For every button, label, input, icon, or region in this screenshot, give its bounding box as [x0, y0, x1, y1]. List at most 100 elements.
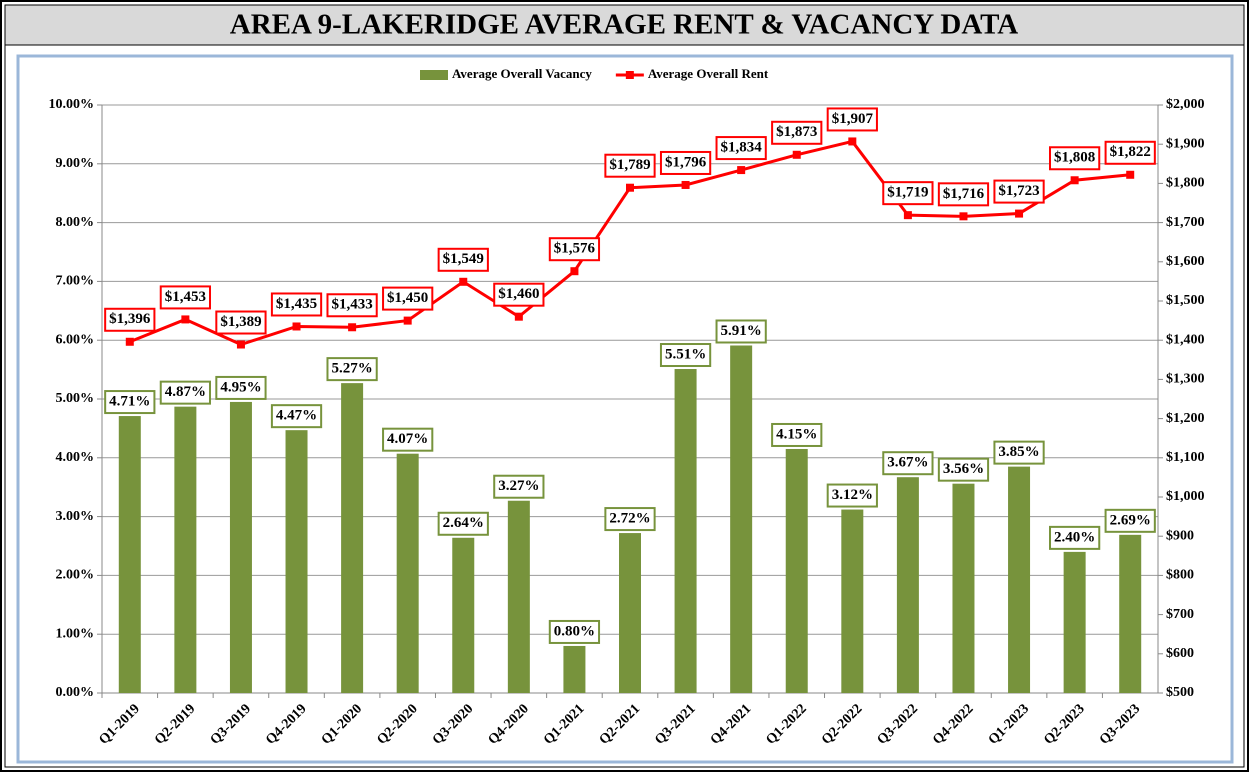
data-label: $1,873: [776, 124, 817, 140]
data-label: $1,450: [387, 290, 428, 306]
bar: [229, 401, 252, 693]
data-label-box: [326, 357, 378, 382]
marker: [459, 277, 468, 286]
data-label-box: [382, 427, 434, 452]
data-label: 2.72%: [609, 511, 650, 527]
data-label-box: [882, 451, 934, 476]
chart-title: AREA 9-LAKERIDGE AVERAGE RENT & VACANCY …: [230, 9, 1019, 41]
marker: [181, 315, 190, 324]
y2-tick-label: $900: [1166, 528, 1194, 543]
legend-label: Average Overall Vacancy: [452, 66, 592, 81]
data-label-group: 3.85%: [993, 440, 1045, 465]
bar: [285, 430, 308, 693]
data-label-box: [159, 285, 211, 310]
data-label-group: 5.51%: [659, 343, 712, 368]
data-label: 2.64%: [443, 515, 484, 531]
bar: [674, 369, 697, 693]
data-label: 3.12%: [832, 487, 873, 503]
data-label-group: $1,716: [937, 182, 990, 207]
bar: [174, 406, 197, 693]
bar: [952, 483, 975, 693]
data-label: $1,723: [998, 183, 1039, 199]
y2-tick-label: $1,500: [1166, 293, 1205, 308]
data-label-group: 2.64%: [437, 511, 489, 536]
data-label: 3.67%: [887, 455, 928, 471]
y2-tick-label: $1,900: [1166, 136, 1205, 151]
legend-swatch: [420, 70, 448, 80]
data-label-box: [771, 120, 823, 145]
data-label-box: [1104, 508, 1156, 533]
title-bar: [4, 4, 1245, 46]
data-label-box: [437, 247, 489, 272]
data-label: 4.87%: [165, 384, 206, 400]
bar: [619, 533, 641, 693]
y2-tick-label: $1,000: [1166, 489, 1205, 504]
data-label-box: [493, 474, 545, 499]
data-label-group: $1,796: [659, 150, 712, 175]
data-label: 2.40%: [1054, 529, 1095, 545]
data-label: $1,822: [1110, 144, 1151, 160]
y2-tick-label: $1,800: [1166, 176, 1205, 191]
y2-tick-label: $1,600: [1166, 254, 1205, 269]
y-tick-label: 9.00%: [56, 156, 95, 171]
marker: [236, 340, 245, 349]
legend-label: Average Overall Rent: [648, 66, 769, 81]
bar: [730, 345, 753, 693]
y2-tick-label: $800: [1166, 568, 1194, 583]
marker: [848, 137, 857, 146]
marker: [681, 180, 690, 189]
data-label-box: [937, 457, 990, 482]
data-label-group: 4.95%: [215, 375, 267, 400]
data-label-box: [937, 182, 990, 207]
data-label-box: [159, 380, 211, 405]
data-label-box: [548, 619, 601, 644]
data-label: 5.91%: [721, 323, 762, 339]
data-label-group: 4.15%: [771, 422, 823, 447]
data-label-box: [1049, 525, 1101, 550]
bar: [452, 537, 475, 693]
data-label: 2.69%: [1110, 512, 1151, 528]
data-label-box: [993, 440, 1045, 465]
data-label: 5.51%: [665, 346, 706, 362]
data-label-box: [104, 390, 156, 415]
data-label-group: $1,460: [493, 282, 545, 307]
y-tick-label: 5.00%: [56, 391, 95, 406]
bar: [396, 453, 419, 693]
y2-tick-label: $2,000: [1166, 97, 1205, 112]
data-label: $1,907: [832, 111, 874, 127]
data-label-box: [659, 150, 712, 175]
data-label: 4.15%: [776, 426, 817, 442]
data-label: $1,389: [220, 314, 261, 330]
marker: [737, 166, 746, 175]
data-label: $1,549: [443, 251, 484, 267]
data-label-group: $1,396: [104, 307, 156, 332]
data-label-box: [215, 375, 267, 400]
legend-marker: [625, 71, 634, 79]
data-label: $1,808: [1054, 150, 1095, 166]
marker: [403, 316, 412, 325]
data-label-group: 4.71%: [104, 390, 156, 415]
data-label-box: [715, 319, 767, 344]
data-label-group: $1,834: [715, 136, 767, 161]
data-label-group: 2.72%: [604, 507, 656, 532]
data-label: 0.80%: [554, 623, 595, 639]
y-tick-label: 0.00%: [56, 685, 95, 700]
data-label-group: $1,453: [159, 285, 211, 310]
data-label-box: [104, 307, 156, 332]
y2-tick-label: $500: [1166, 685, 1194, 700]
y-tick-label: 10.00%: [49, 97, 95, 112]
data-label: $1,460: [498, 286, 539, 302]
data-label-box: [215, 310, 267, 335]
bar: [785, 448, 808, 693]
y2-tick-label: $1,400: [1166, 332, 1205, 347]
data-label-group: 3.56%: [937, 457, 990, 482]
data-label-box: [993, 179, 1045, 204]
y2-tick-label: $1,100: [1166, 450, 1205, 465]
data-label-box: [604, 153, 656, 178]
y2-tick-label: $1,200: [1166, 411, 1205, 426]
data-label-group: 3.27%: [493, 474, 545, 499]
data-label-box: [382, 286, 434, 311]
data-label-box: [771, 422, 823, 447]
data-label-group: 3.67%: [882, 451, 934, 476]
